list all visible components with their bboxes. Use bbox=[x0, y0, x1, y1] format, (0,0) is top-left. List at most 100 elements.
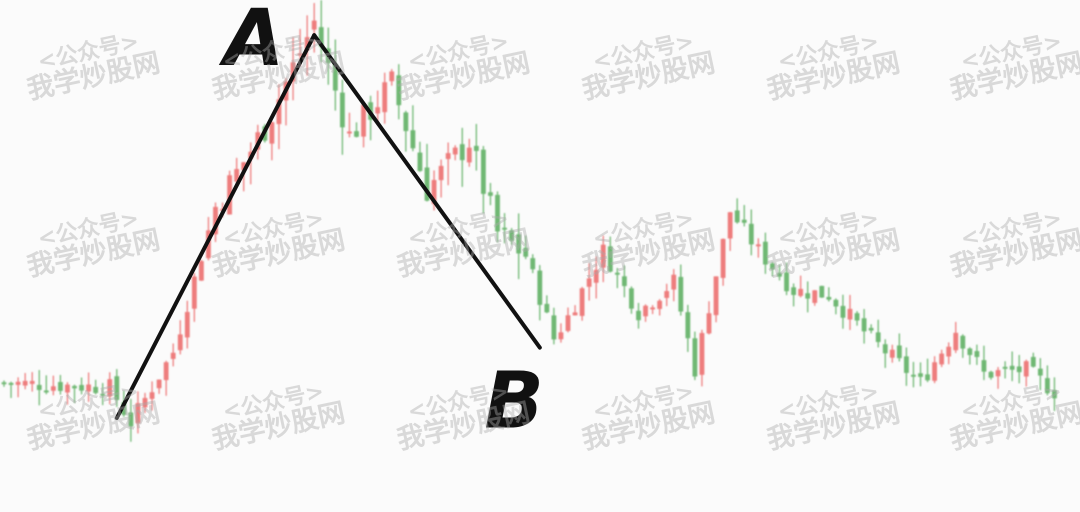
candle-up bbox=[149, 392, 155, 399]
candle-down bbox=[840, 305, 846, 318]
candle-up bbox=[191, 276, 197, 309]
candle-down bbox=[1002, 366, 1008, 369]
annotations: AB bbox=[218, 0, 544, 447]
candle-up bbox=[600, 244, 606, 268]
candle-down bbox=[537, 270, 543, 305]
candle-down bbox=[904, 356, 909, 373]
candle-down bbox=[93, 386, 99, 394]
candle-up bbox=[135, 403, 141, 424]
candle-up bbox=[107, 379, 113, 397]
candle-up bbox=[572, 312, 578, 316]
candle-down bbox=[896, 345, 902, 359]
candle-up bbox=[276, 99, 282, 125]
candle-up bbox=[847, 308, 853, 320]
candle-down bbox=[678, 276, 684, 312]
candle-down bbox=[868, 327, 874, 331]
candle-down bbox=[918, 373, 923, 377]
candle-down bbox=[1052, 390, 1057, 399]
candle-down bbox=[805, 293, 811, 299]
trend-line-1 bbox=[114, 33, 317, 420]
candle-down bbox=[502, 227, 507, 230]
candle-down bbox=[58, 382, 63, 391]
candle-up bbox=[177, 334, 183, 351]
candle-down bbox=[424, 167, 430, 201]
candle-down bbox=[692, 338, 698, 377]
candle-down bbox=[410, 130, 416, 149]
candle-down bbox=[128, 412, 134, 427]
candle-up bbox=[946, 346, 952, 357]
candle-up bbox=[65, 384, 70, 393]
candle-down bbox=[748, 223, 754, 245]
candle-up bbox=[227, 175, 232, 215]
candle-up bbox=[156, 379, 162, 389]
candle-down bbox=[495, 194, 500, 232]
candle-up bbox=[15, 381, 21, 385]
candle-up bbox=[671, 274, 677, 290]
candle-down bbox=[988, 371, 994, 378]
candle-up bbox=[466, 147, 472, 163]
candle-up bbox=[643, 305, 648, 317]
candle-down bbox=[826, 296, 832, 300]
candle-up bbox=[713, 276, 719, 316]
candle-down bbox=[981, 360, 987, 372]
candle-up bbox=[241, 162, 247, 171]
candle-up bbox=[657, 300, 663, 309]
annotation-b: B bbox=[484, 357, 543, 447]
candle-down bbox=[882, 344, 888, 354]
candle-down bbox=[340, 92, 345, 128]
candle-up bbox=[755, 244, 761, 247]
candle-down bbox=[43, 390, 49, 393]
candle-up bbox=[452, 147, 458, 155]
candle-up bbox=[1023, 361, 1029, 377]
candle-up bbox=[163, 362, 169, 381]
candle-down bbox=[636, 310, 641, 321]
candle-down bbox=[403, 112, 409, 132]
candle-down bbox=[481, 149, 486, 194]
candle-up bbox=[29, 380, 35, 384]
candle-down bbox=[974, 351, 980, 358]
candle-down bbox=[784, 272, 789, 292]
candle-up bbox=[565, 315, 571, 331]
candle-up bbox=[142, 397, 148, 408]
candle-down bbox=[354, 131, 359, 137]
candle-up bbox=[361, 104, 366, 137]
candle-up bbox=[382, 82, 388, 113]
candle-down bbox=[332, 63, 338, 91]
candle-up bbox=[170, 352, 176, 359]
candle-down bbox=[629, 288, 634, 309]
candle-up bbox=[375, 107, 381, 114]
candle-down bbox=[607, 246, 613, 272]
candle-up bbox=[22, 380, 28, 386]
candle-up bbox=[558, 332, 564, 340]
candle-up bbox=[199, 261, 204, 281]
candle-up bbox=[445, 153, 451, 160]
trend-lines bbox=[114, 33, 542, 420]
candle-down bbox=[741, 219, 747, 223]
candle-up bbox=[304, 37, 310, 51]
candle-down bbox=[523, 247, 529, 257]
candle-down bbox=[791, 287, 796, 295]
candle-down bbox=[734, 210, 740, 223]
candle-down bbox=[770, 263, 775, 270]
candle-down bbox=[1009, 365, 1015, 370]
candle-down bbox=[473, 145, 479, 151]
candle-down bbox=[417, 152, 423, 172]
candle-down bbox=[396, 75, 402, 106]
candle-up bbox=[438, 165, 444, 181]
candle-down bbox=[763, 241, 768, 265]
trend-line-2 bbox=[312, 33, 542, 350]
candle-up bbox=[389, 71, 395, 82]
candles bbox=[1, 0, 1057, 442]
candle-up bbox=[297, 53, 303, 56]
candle-down bbox=[516, 234, 522, 254]
candle-down bbox=[72, 385, 77, 389]
candle-up bbox=[234, 169, 240, 182]
candle-down bbox=[318, 27, 324, 47]
candle-up bbox=[995, 370, 1001, 377]
candle-down bbox=[1, 382, 7, 385]
candle-up bbox=[720, 238, 726, 278]
candle-down bbox=[833, 299, 839, 307]
candle-up bbox=[184, 311, 190, 338]
